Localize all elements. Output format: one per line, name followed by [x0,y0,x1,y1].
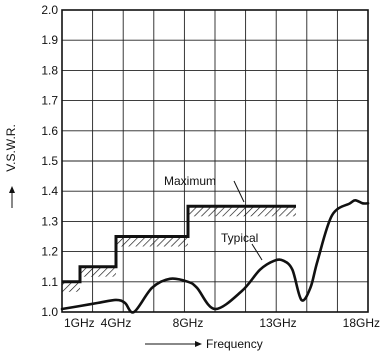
y-tick-label: 1.7 [41,94,58,108]
y-tick-label: 1.1 [41,275,58,289]
y-axis-label: V.S.W.R. [4,124,18,172]
y-tick-label: 1.4 [41,184,58,198]
plot-frame [61,9,369,313]
x-axis-label: Frequency [206,337,263,351]
typical-leader-line [251,243,263,261]
y-tick-label: 2.0 [41,3,58,17]
y-tick-label: 1.8 [41,63,58,77]
maximum-hatch-band [188,206,296,217]
y-tick-labels: 1.0 1.1 1.2 1.3 1.4 1.5 1.6 1.7 1.8 1.9 2.0 [41,3,58,319]
y-tick-label: 1.2 [41,245,58,259]
series-lines [60,198,370,314]
x-tick-label: 1GHz [64,316,95,330]
series-line-maximum [62,204,296,284]
y-tick-label: 1.5 [41,154,58,168]
series-line-typical [60,198,370,314]
x-tick-labels: 1GHz 4GHz 8GHz 13GHz 18GHz [64,316,380,330]
maximum-leader-line [233,180,245,203]
maximum-hatch-band [80,266,116,277]
x-tick-label: 8GHz [173,316,204,330]
grid [62,9,368,313]
x-tick-label: 4GHz [101,316,132,330]
y-axis-label-text: V.S.W.R. [4,124,18,172]
x-tick-label: 13GHz [259,316,296,330]
series-label-typical: Typical [221,231,258,245]
y-tick-label: 1.9 [41,33,58,47]
series-label-maximum: Maximum [164,174,216,188]
y-axis-arrow [9,186,15,208]
maximum-hatch [62,206,296,292]
y-tick-label: 1.3 [41,214,58,228]
x-axis-arrow [145,341,202,347]
y-tick-label: 1.0 [41,305,58,319]
x-tick-label: 18GHz [343,316,380,330]
maximum-hatch-band [116,236,188,247]
y-tick-label: 1.6 [41,124,58,138]
maximum-hatch-band [62,281,80,292]
